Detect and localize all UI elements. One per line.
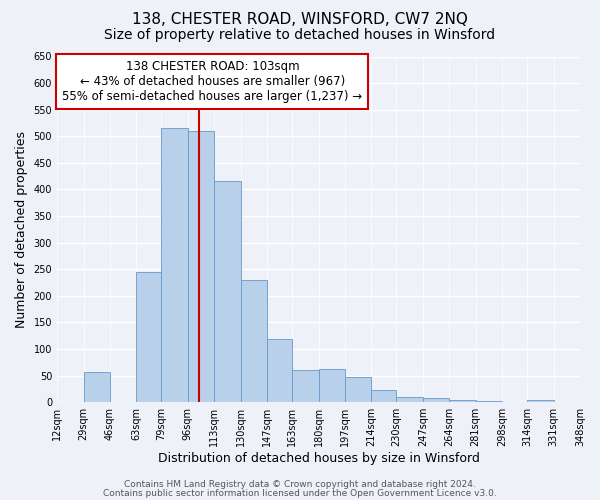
Text: Size of property relative to detached houses in Winsford: Size of property relative to detached ho… [104,28,496,42]
Bar [188,131,214,402]
Bar [397,397,423,402]
Bar [527,400,554,402]
X-axis label: Distribution of detached houses by size in Winsford: Distribution of detached houses by size … [158,452,479,465]
Text: Contains public sector information licensed under the Open Government Licence v3: Contains public sector information licen… [103,488,497,498]
Bar [423,398,449,402]
Y-axis label: Number of detached properties: Number of detached properties [15,131,28,328]
Bar [449,400,476,402]
Text: 138 CHESTER ROAD: 103sqm
← 43% of detached houses are smaller (967)
55% of semi-: 138 CHESTER ROAD: 103sqm ← 43% of detach… [62,60,362,103]
Bar [214,182,241,402]
Bar [292,370,319,402]
Bar [319,369,345,402]
Bar [476,401,502,402]
Bar [161,128,188,402]
Bar [345,377,371,402]
Text: Contains HM Land Registry data © Crown copyright and database right 2024.: Contains HM Land Registry data © Crown c… [124,480,476,489]
Bar [83,372,110,402]
Bar [371,390,397,402]
Bar [267,340,292,402]
Bar [136,272,161,402]
Bar [241,280,267,402]
Text: 138, CHESTER ROAD, WINSFORD, CW7 2NQ: 138, CHESTER ROAD, WINSFORD, CW7 2NQ [132,12,468,28]
